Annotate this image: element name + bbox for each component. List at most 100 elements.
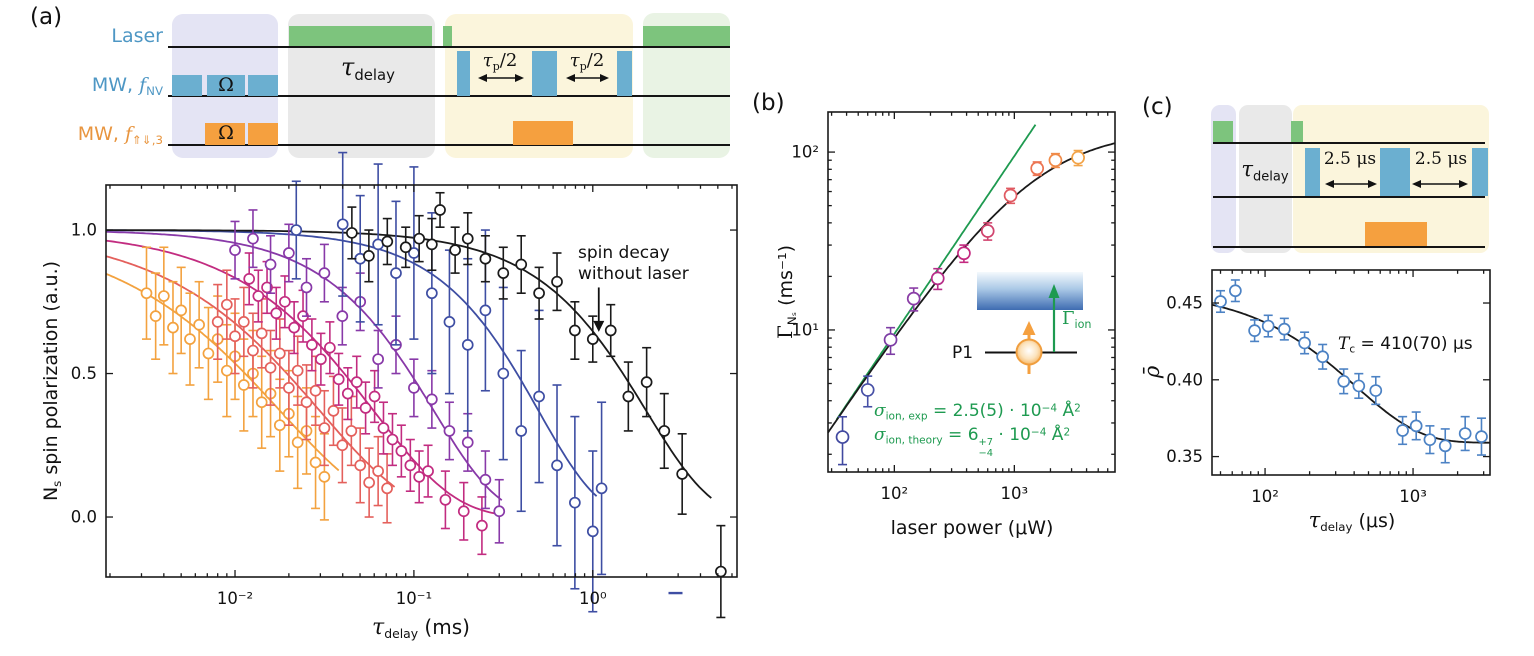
data-point bbox=[327, 404, 340, 417]
data-point bbox=[515, 425, 528, 437]
y-tick-label: 10¹ bbox=[791, 320, 819, 339]
data-point bbox=[273, 419, 286, 432]
data-point bbox=[255, 396, 268, 409]
tc-fit-label: Tc = 410(70) μs bbox=[1338, 334, 1473, 356]
gap-arrow bbox=[478, 74, 524, 82]
data-point bbox=[497, 267, 510, 279]
a-x-axis-label: τdelay (ms) bbox=[372, 614, 470, 642]
panel-b-label: (b) bbox=[752, 90, 785, 116]
tau-p-half-label: τp/2 bbox=[482, 50, 518, 73]
data-point bbox=[426, 287, 438, 300]
data-point bbox=[426, 393, 438, 406]
data-point bbox=[220, 364, 233, 377]
data-point bbox=[372, 465, 384, 477]
data-point bbox=[1214, 295, 1227, 308]
data-point bbox=[381, 235, 394, 248]
data-point bbox=[229, 244, 241, 256]
data-point bbox=[1003, 188, 1018, 203]
data-point bbox=[264, 258, 277, 271]
y-tick-label: 0.35 bbox=[1166, 447, 1203, 466]
data-point bbox=[341, 387, 354, 400]
pulse-sequence-a: Laser MW, fNV MW, f⇑⇓,3 Ω Ω τdelay τp/2 … bbox=[0, 0, 770, 175]
data-point bbox=[1337, 374, 1351, 388]
mw-nv-pi2-pulse bbox=[617, 51, 632, 96]
y-tick-label: 0.5 bbox=[71, 364, 97, 383]
mw-p1-pulse bbox=[248, 123, 278, 145]
data-point bbox=[220, 298, 233, 311]
data-point bbox=[229, 330, 241, 343]
data-point bbox=[184, 333, 196, 345]
data-point bbox=[1248, 324, 1261, 338]
fit-curve-b bbox=[827, 142, 1116, 434]
data-point bbox=[377, 422, 390, 434]
p1-level-label: P1 bbox=[952, 343, 974, 363]
data-point bbox=[586, 333, 599, 345]
data-point bbox=[533, 390, 545, 403]
data-point bbox=[283, 247, 295, 259]
fit-curve-a bbox=[105, 239, 500, 516]
data-point bbox=[479, 304, 492, 317]
data-point bbox=[676, 468, 689, 480]
c-y-axis-label: ρ̄ bbox=[1140, 365, 1164, 379]
data-point bbox=[551, 275, 563, 288]
mw-nv-pulse bbox=[248, 75, 278, 96]
data-point bbox=[140, 287, 153, 300]
plot-frame bbox=[827, 111, 1116, 473]
laser-pulse bbox=[643, 26, 730, 46]
data-point bbox=[1030, 161, 1045, 176]
b-x-axis-label: laser power (μW) bbox=[890, 517, 1054, 539]
data-point bbox=[175, 304, 188, 317]
gap-arrow bbox=[566, 74, 609, 82]
mw-p1-pulse bbox=[1365, 222, 1427, 246]
data-point bbox=[980, 224, 995, 238]
data-point bbox=[399, 241, 412, 254]
data-point bbox=[237, 379, 250, 391]
data-point bbox=[318, 470, 331, 483]
mw-p1-timeline bbox=[168, 144, 730, 146]
chart-b: 10² 10³ 10¹ 10² bbox=[791, 111, 1116, 503]
annotation-arrow-head bbox=[593, 320, 605, 332]
mw-nv-pi-pulse bbox=[1380, 148, 1410, 196]
data-point bbox=[318, 422, 331, 434]
data-point bbox=[449, 244, 461, 256]
laser-pulse bbox=[1291, 121, 1303, 142]
data-point bbox=[835, 430, 850, 444]
rabi-omega-label: Ω bbox=[218, 74, 234, 96]
panel-a-label: (a) bbox=[30, 4, 63, 30]
y-tick-label: 0.0 bbox=[71, 508, 97, 527]
data-point bbox=[372, 353, 384, 366]
a-annotation-text: spin decay without laser bbox=[578, 243, 689, 284]
tau-delay-label: τdelay bbox=[1241, 157, 1289, 185]
data-point bbox=[443, 425, 456, 437]
data-point bbox=[247, 232, 259, 245]
x-tick-label: 10² bbox=[881, 484, 909, 503]
data-point bbox=[336, 439, 349, 452]
data-point bbox=[479, 473, 492, 486]
plot-frame bbox=[105, 184, 738, 578]
gap-arrow bbox=[1325, 180, 1377, 188]
rabi-omega-label: Ω bbox=[218, 122, 234, 144]
electron-ball bbox=[1015, 338, 1043, 366]
data-point bbox=[569, 496, 581, 509]
mw-nv-pi2-pulse bbox=[457, 51, 470, 96]
data-point bbox=[300, 396, 313, 409]
pulse-gap-label: 2.5 μs bbox=[1414, 149, 1468, 169]
b-y-axis-label: ΓNₛ (ms⁻¹) bbox=[772, 244, 800, 340]
data-point bbox=[422, 465, 434, 477]
data-point bbox=[395, 445, 408, 457]
gamma-ion-label: Γion bbox=[1062, 308, 1092, 331]
data-point bbox=[533, 287, 545, 300]
data-point bbox=[604, 324, 617, 337]
mw-nv-pulse bbox=[172, 75, 202, 96]
y-tick-label: 1.0 bbox=[71, 221, 97, 240]
ionization-arrow-head bbox=[1048, 284, 1060, 298]
data-point bbox=[336, 218, 349, 231]
conduction-band bbox=[977, 272, 1083, 310]
data-point bbox=[434, 204, 446, 216]
sigma-ion-theory-label: σion, theory = 6 +7 −4 · 10−4 Å2 bbox=[874, 425, 1071, 459]
data-point bbox=[270, 307, 283, 320]
data-point bbox=[345, 425, 358, 437]
data-point bbox=[157, 290, 170, 302]
data-point bbox=[386, 433, 399, 446]
data-point bbox=[381, 482, 393, 495]
